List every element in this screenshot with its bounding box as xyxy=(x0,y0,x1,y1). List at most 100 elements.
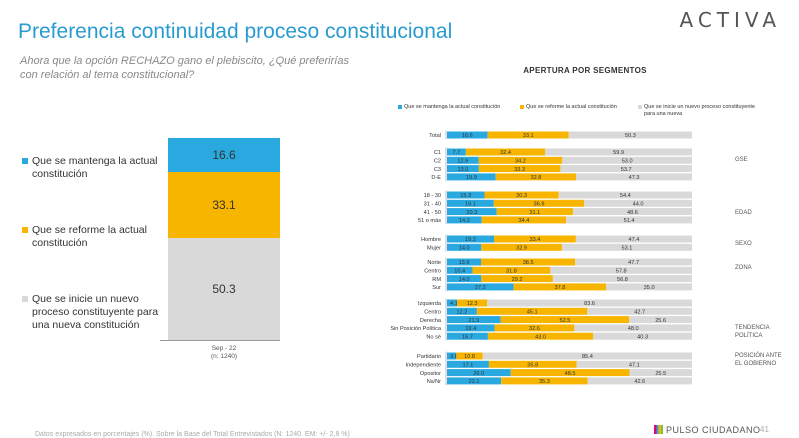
bar-yellow xyxy=(510,369,630,377)
bar-yellow xyxy=(481,243,562,251)
legend-item-reforme: Que se reforme la actual constitución xyxy=(22,224,172,250)
bar-value: 48.5 xyxy=(565,371,576,377)
bar-value: 85.4 xyxy=(582,354,593,360)
x-axis-line xyxy=(160,340,280,341)
bar-value: 59.9 xyxy=(613,150,624,156)
row-label: Independiente xyxy=(406,363,441,369)
row-label: Partidario xyxy=(417,354,441,360)
bar-gray xyxy=(560,165,692,173)
x-category-line1: Sep - 22 xyxy=(211,345,237,352)
bar-yellow xyxy=(478,165,561,173)
bar-yellow xyxy=(481,275,553,283)
bar-blue xyxy=(447,324,495,332)
legend-label: Que se inicie un nuevo proceso constituy… xyxy=(644,104,755,117)
bar-value: 3.8 xyxy=(450,354,458,360)
legend-item-nuevo-proceso: Que se inicie un nuevo proceso constituy… xyxy=(22,293,172,332)
bar-value: 33.3 xyxy=(514,167,525,173)
bar-blue xyxy=(447,258,482,266)
bar-yellow xyxy=(481,216,567,224)
bar-value: 4.1 xyxy=(450,301,458,307)
bar-yellow xyxy=(488,360,577,368)
bar-value: 57.8 xyxy=(616,269,627,275)
group-label-sexo: SEXO xyxy=(735,241,752,247)
bar-yellow xyxy=(494,235,576,243)
bar-value: 53.1 xyxy=(622,246,633,252)
bar-blue xyxy=(447,369,511,377)
row-label: Sin Posición Política xyxy=(390,326,442,332)
bar-yellow xyxy=(495,173,577,181)
bar-value: 47.1 xyxy=(629,363,640,369)
pulso-ciudadano-brand: PULSO CIUDADANO xyxy=(654,425,761,435)
legend-label: Que se mantenga la actual constitución xyxy=(32,155,158,180)
bar-segment-mantenga: 16.6 xyxy=(168,138,280,172)
bar-value: 21.9 xyxy=(468,318,479,324)
bar-value: 33.1 xyxy=(523,133,534,139)
row-label: Norte xyxy=(427,260,441,266)
bar-gray xyxy=(545,148,692,156)
group-label-posicion: POSICIÓN ANTE EL GOBIERNO xyxy=(735,353,782,367)
row-label: 41 - 50 xyxy=(424,210,441,216)
bar-gray xyxy=(558,191,692,199)
bar-yellow xyxy=(494,324,575,332)
bar-value: 19.9 xyxy=(466,175,477,181)
legend-swatch-yellow xyxy=(520,105,524,109)
bar-blue xyxy=(447,131,488,139)
row-label: 31 - 40 xyxy=(424,202,441,208)
footnote: Datos expresados en porcentajes (%). Sob… xyxy=(35,431,350,438)
row-label: 51 o más xyxy=(418,218,441,224)
bar-blue xyxy=(447,266,473,274)
bar-value: 42.7 xyxy=(634,310,645,316)
bar-blue xyxy=(447,352,457,360)
row-label: C1 xyxy=(434,150,441,156)
legend-label: Que se mantenga la actual constitución xyxy=(404,104,501,110)
bar-value: 25.6 xyxy=(655,318,666,324)
bar-value: 16.6 xyxy=(462,133,473,139)
legend-swatch-gray xyxy=(22,296,28,302)
bar-gray xyxy=(593,332,692,340)
bar-blue xyxy=(447,148,466,156)
bar-value: 83.6 xyxy=(584,301,595,307)
row-label: Opositor xyxy=(420,371,441,377)
bar-value: 12.2 xyxy=(456,310,467,316)
bar-value: 40.3 xyxy=(637,334,648,340)
bar-value: 33.4 xyxy=(530,237,541,243)
bar-blue xyxy=(447,332,488,340)
bar-value: 35.3 xyxy=(539,379,550,385)
bar-value: 14.2 xyxy=(459,218,470,224)
bar-value: 10.8 xyxy=(464,354,475,360)
bar-value: 31.1 xyxy=(529,210,540,216)
bar-gray xyxy=(552,275,692,283)
bar-gray xyxy=(575,258,692,266)
row-label: D-E xyxy=(431,175,441,181)
bar-value-label: 50.3 xyxy=(212,282,236,297)
bar-gray xyxy=(574,324,692,332)
row-label: Ns/Nr xyxy=(427,379,441,385)
bar-yellow xyxy=(465,148,546,156)
group-label-zona: ZONA xyxy=(735,265,752,271)
bar-value: 19.1 xyxy=(465,202,476,208)
bar-yellow xyxy=(500,316,630,324)
bar-blue xyxy=(447,307,477,315)
bar-blue xyxy=(447,156,479,164)
row-label: No sé xyxy=(426,334,441,340)
bar-yellow xyxy=(496,208,573,216)
activa-logo: ACTIVA xyxy=(679,8,781,32)
row-label: C2 xyxy=(434,159,441,165)
bar-gray xyxy=(576,360,692,368)
bar-gray xyxy=(561,243,692,251)
bar-value: 10.4 xyxy=(454,269,465,275)
legend-label: Que se reforme la actual constitución xyxy=(32,224,147,249)
bar-blue xyxy=(447,208,497,216)
bar-gray xyxy=(568,131,692,139)
bar-gray xyxy=(487,299,692,307)
bar-value: 50.3 xyxy=(625,133,636,139)
bar-gray xyxy=(606,283,692,291)
bar-value: 19.4 xyxy=(465,326,476,332)
bar-gray xyxy=(629,369,692,377)
bar-value: 48.0 xyxy=(628,326,639,332)
bar-value: 53.0 xyxy=(622,159,633,165)
bar-value: 47.3 xyxy=(629,175,640,181)
legend-label: Que se reforme la actual constitución xyxy=(526,104,617,110)
bar-blue xyxy=(447,299,458,307)
